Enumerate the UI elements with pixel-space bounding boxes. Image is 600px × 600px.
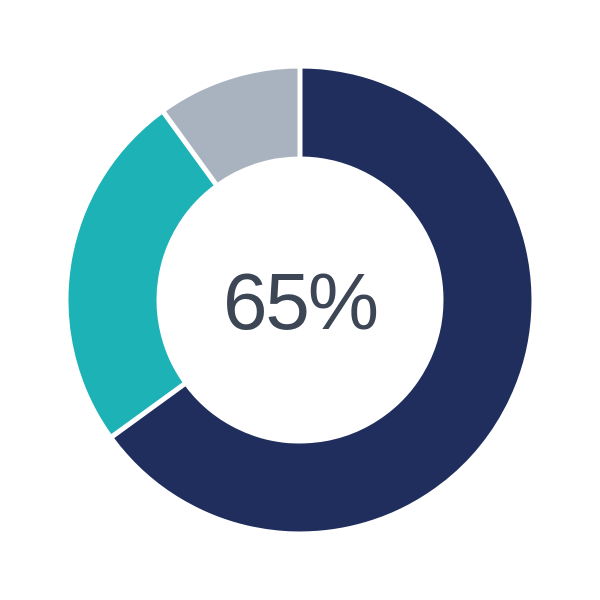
donut-segment-0 — [107, 63, 537, 537]
donut-segment-2 — [158, 63, 303, 190]
donut-segment-1 — [63, 107, 221, 442]
